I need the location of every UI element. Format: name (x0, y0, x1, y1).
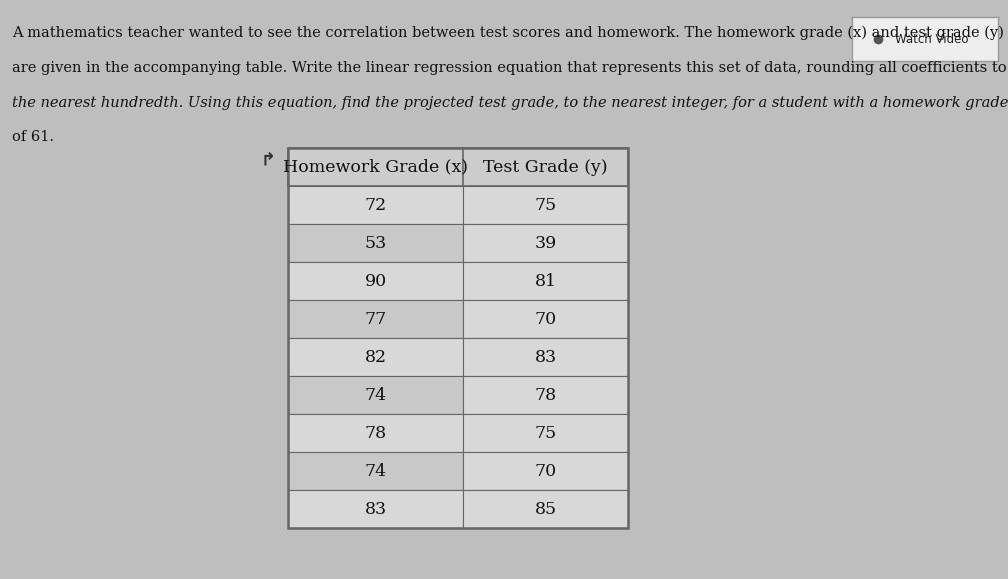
Bar (288, 376, 463, 414)
Bar (288, 224, 463, 262)
Text: 75: 75 (534, 424, 556, 442)
Text: Watch Video: Watch Video (895, 32, 969, 46)
Bar (463, 414, 628, 452)
Bar (288, 338, 463, 376)
Text: 81: 81 (534, 273, 556, 290)
Text: of 61.: of 61. (12, 130, 54, 144)
Bar (463, 300, 628, 338)
Text: 78: 78 (534, 387, 556, 404)
Bar (463, 224, 628, 262)
Bar (463, 262, 628, 300)
Bar (463, 490, 628, 528)
Text: 70: 70 (534, 310, 556, 328)
Bar (288, 300, 463, 338)
Text: Homework Grade (x): Homework Grade (x) (283, 159, 468, 175)
Bar (288, 148, 628, 528)
Text: 39: 39 (534, 234, 556, 251)
Text: 83: 83 (365, 500, 386, 518)
Bar (463, 186, 628, 224)
Bar (288, 490, 463, 528)
Text: 90: 90 (365, 273, 386, 290)
Text: 53: 53 (364, 234, 387, 251)
Bar (288, 148, 628, 186)
Bar (288, 186, 463, 224)
Text: are given in the accompanying table. Write the linear regression equation that r: are given in the accompanying table. Wri… (12, 61, 1007, 75)
Text: the nearest hundredth. Using this equation, find the projected test grade, to th: the nearest hundredth. Using this equati… (12, 96, 1008, 109)
Bar (288, 262, 463, 300)
Text: 83: 83 (534, 349, 556, 365)
Text: 74: 74 (365, 387, 386, 404)
Bar (463, 338, 628, 376)
Text: 70: 70 (534, 463, 556, 479)
Text: 78: 78 (365, 424, 386, 442)
Text: 85: 85 (534, 500, 556, 518)
Text: 75: 75 (534, 196, 556, 214)
Text: ↲: ↲ (254, 146, 269, 164)
Bar (288, 414, 463, 452)
Text: A mathematics teacher wanted to see the correlation between test scores and home: A mathematics teacher wanted to see the … (12, 26, 1004, 41)
Text: 72: 72 (364, 196, 387, 214)
Text: 74: 74 (365, 463, 386, 479)
Text: 77: 77 (364, 310, 387, 328)
Text: 82: 82 (365, 349, 386, 365)
Bar (463, 376, 628, 414)
Bar (288, 452, 463, 490)
Bar (463, 452, 628, 490)
Text: Test Grade (y): Test Grade (y) (483, 159, 608, 175)
